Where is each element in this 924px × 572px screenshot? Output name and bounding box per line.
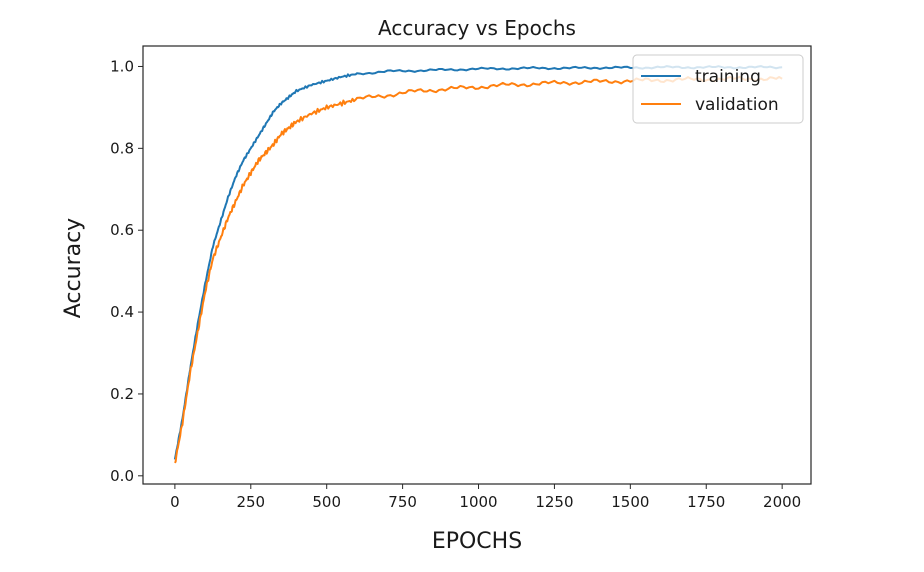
y-tick-label: 1.0 <box>110 57 134 75</box>
y-axis-label: Accuracy <box>61 218 86 318</box>
y-tick-label: 0.0 <box>110 467 134 485</box>
x-tick-label: 1250 <box>535 493 573 511</box>
y-tick-label: 0.4 <box>110 303 134 321</box>
legend-label-validation: validation <box>695 95 779 115</box>
legend-label-training: training <box>695 67 761 87</box>
y-tick-label: 0.6 <box>110 221 134 239</box>
x-tick-label: 500 <box>312 493 341 511</box>
x-axis: 0 250 500 750 1000 1250 1500 1750 2000 <box>170 484 801 511</box>
x-tick-label: 250 <box>236 493 265 511</box>
y-axis: 0.0 0.2 0.4 0.6 0.8 1.0 <box>110 57 143 485</box>
chart-title: Accuracy vs Epochs <box>378 16 576 40</box>
x-tick-label: 2000 <box>763 493 801 511</box>
legend-box <box>632 54 804 124</box>
x-axis-label: EPOCHS <box>432 529 522 554</box>
plot-area <box>142 45 812 485</box>
series-line-validation <box>174 75 783 464</box>
series-layer <box>173 65 783 464</box>
x-tick-label: 750 <box>388 493 417 511</box>
x-tick-label: 1500 <box>611 493 649 511</box>
series-line-training <box>173 65 783 460</box>
y-tick-label: 0.8 <box>110 139 134 157</box>
y-tick-label: 0.2 <box>110 385 134 403</box>
x-tick-label: 0 <box>170 493 180 511</box>
legend: training validation <box>632 54 804 124</box>
x-tick-label: 1000 <box>459 493 497 511</box>
x-tick-label: 1750 <box>687 493 725 511</box>
